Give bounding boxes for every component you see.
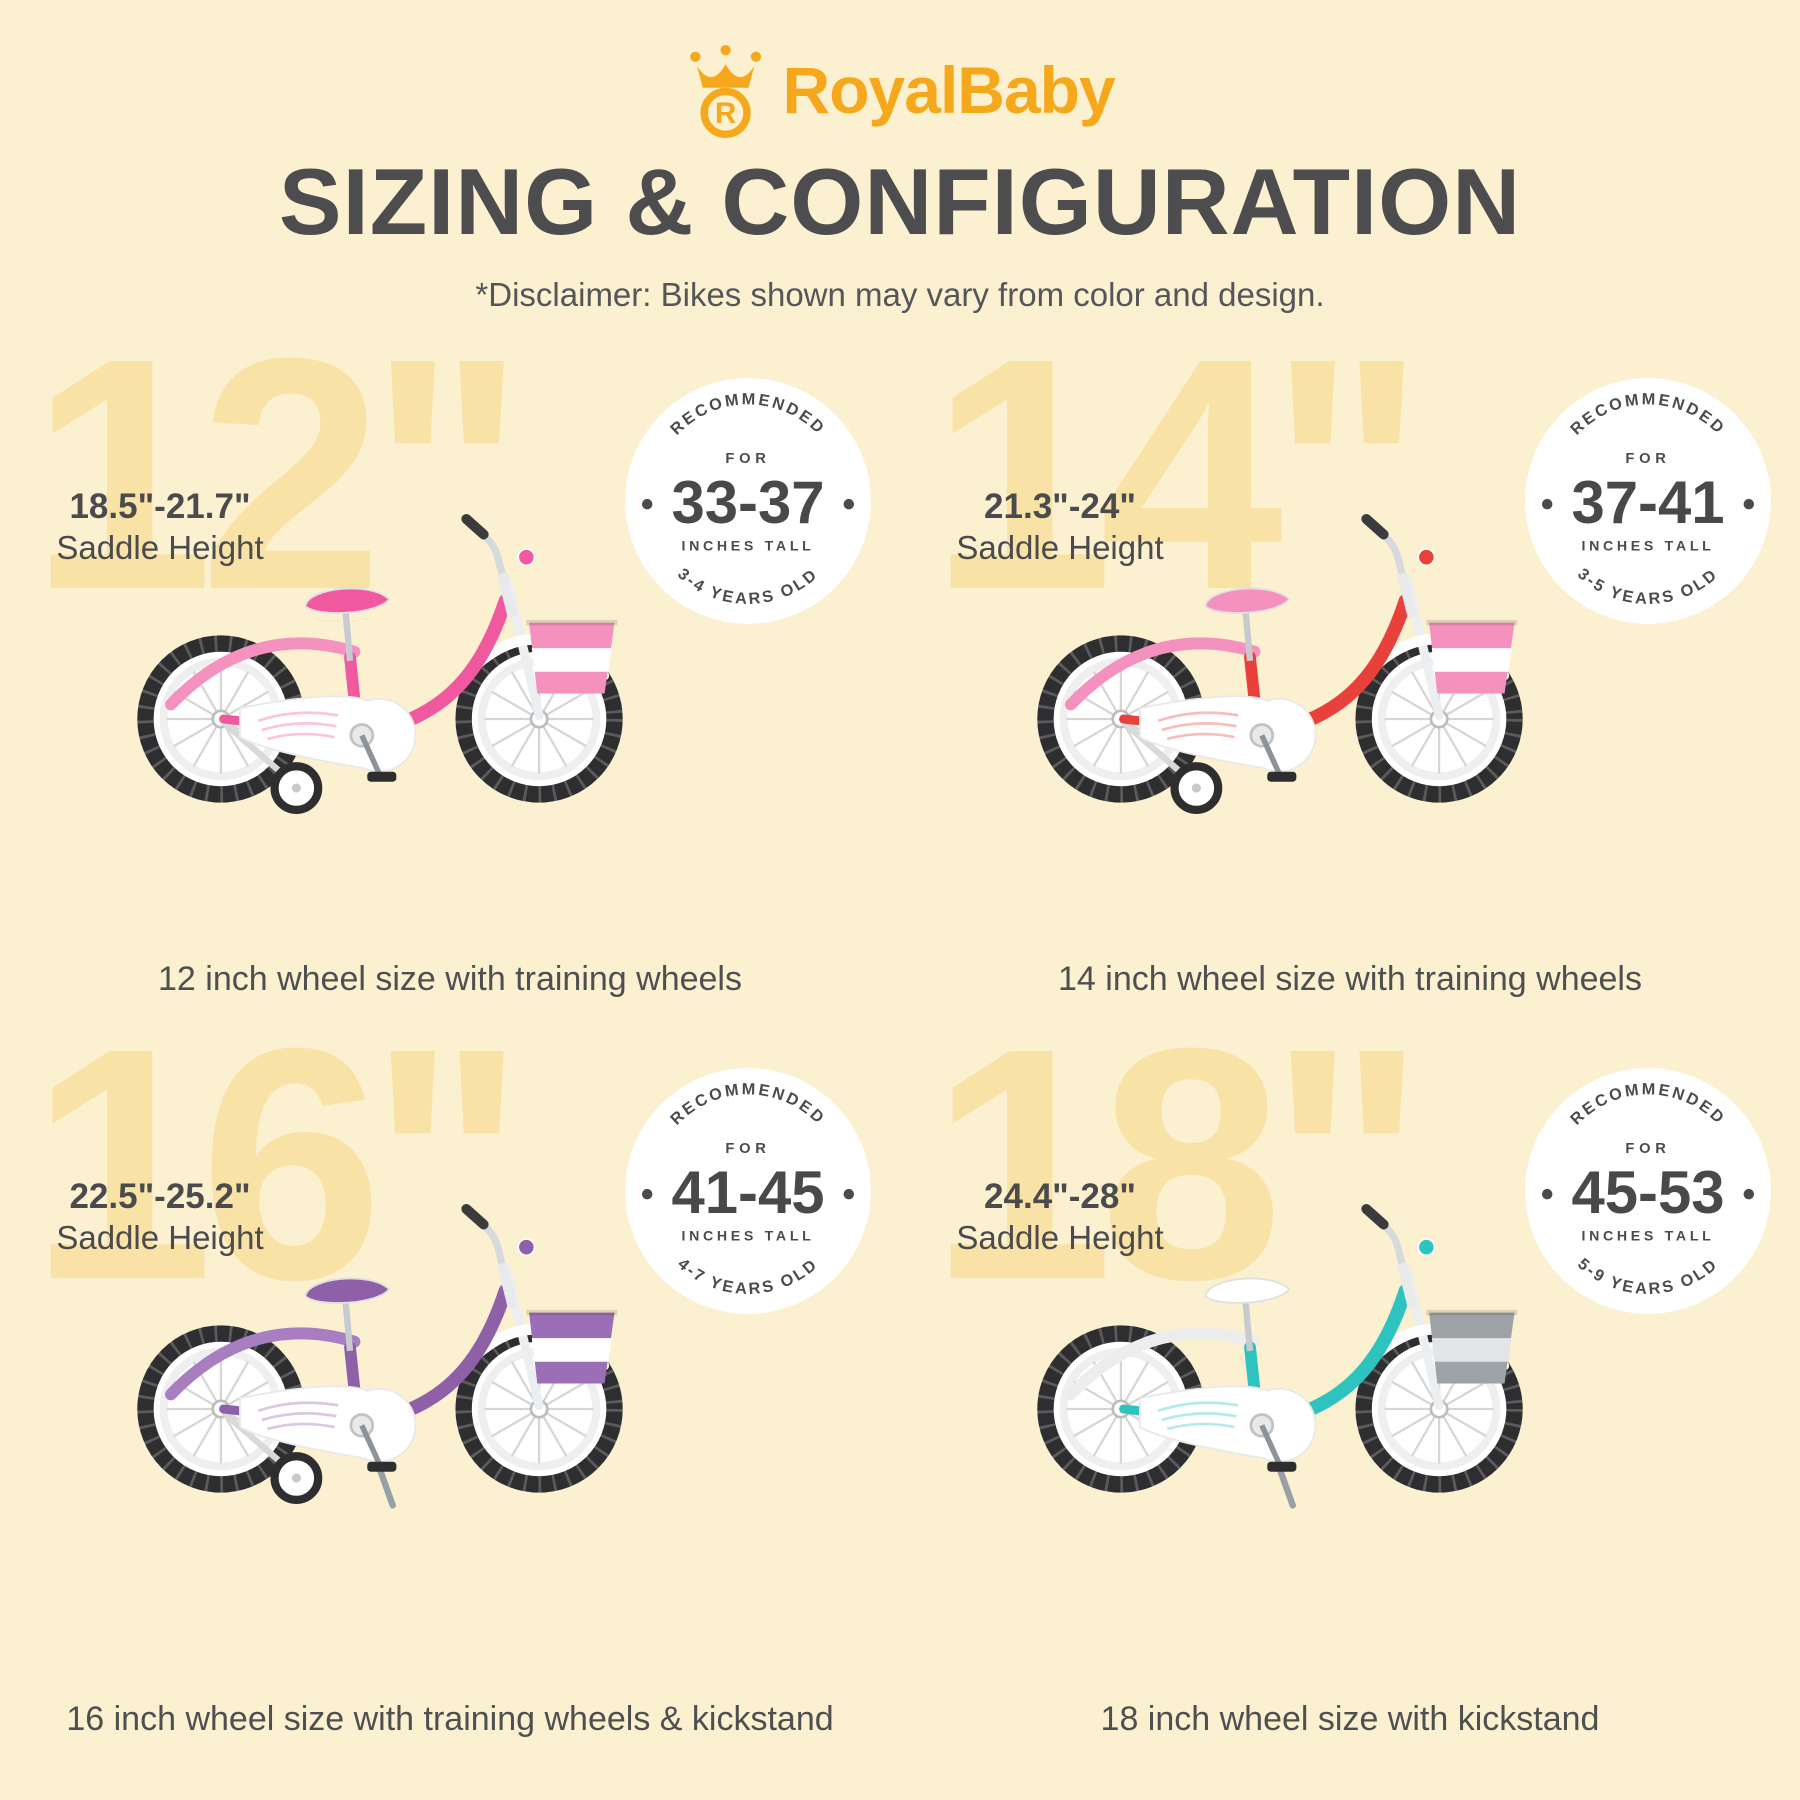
bike-image-14: [980, 419, 1580, 846]
saddle-height-label: Saddle Height: [956, 1219, 1164, 1256]
saddle-height-block: 24.4"-28" Saddle Height: [930, 1177, 1190, 1257]
bike-illustration-icon: [80, 419, 680, 846]
brand-name: RoyalBaby: [782, 53, 1116, 127]
watermark-size-14: 14": [930, 289, 1426, 658]
svg-text:FOR: FOR: [725, 451, 770, 467]
panel-16-inch: 16" 22.5"-25.2" Saddle Height RECOMMENDE…: [0, 999, 900, 1789]
bike-image-12: [80, 419, 680, 846]
badge-dot-right: [1743, 498, 1755, 510]
badge-dot-right: [843, 1188, 855, 1200]
svg-text:45-53: 45-53: [1571, 1159, 1724, 1226]
badge-dot-left: [1541, 498, 1553, 510]
wheel-caption: 18 inch wheel size with kickstand: [1100, 1700, 1600, 1738]
bike-image-16: [80, 1109, 680, 1536]
wheel-caption: 14 inch wheel size with training wheels: [1058, 960, 1642, 998]
watermark-size-18: 18": [930, 979, 1426, 1348]
wheel-caption: 16 inch wheel size with training wheels …: [66, 1700, 834, 1738]
saddle-height-block: 21.3"-24" Saddle Height: [930, 487, 1190, 567]
svg-text:37-41: 37-41: [1571, 469, 1724, 536]
wheel-caption: 12 inch wheel size with training wheels: [158, 960, 742, 998]
saddle-height-block: 18.5"-21.7" Saddle Height: [30, 487, 290, 567]
saddle-height-block: 22.5"-25.2" Saddle Height: [30, 1177, 290, 1257]
bike-image-18: [980, 1109, 1580, 1536]
saddle-height-range: 21.3"-24": [984, 487, 1136, 526]
brand: R RoyalBaby: [0, 42, 1800, 138]
saddle-height-label: Saddle Height: [56, 529, 264, 566]
disclaimer-text: *Disclaimer: Bikes shown may vary from c…: [475, 276, 1325, 313]
saddle-height-label: Saddle Height: [956, 529, 1164, 566]
svg-text:INCHES TALL: INCHES TALL: [1582, 538, 1715, 554]
svg-text:FOR: FOR: [725, 1141, 770, 1157]
svg-text:41-45: 41-45: [671, 1159, 824, 1226]
saddle-height-range: 18.5"-21.7": [69, 487, 251, 526]
recommendation-badge: RECOMMENDED FOR 33-37 INCHES TALL 3-4 YE…: [625, 378, 871, 624]
badge-dot-left: [1541, 1188, 1553, 1200]
page-title: SIZING & CONFIGURATION: [278, 149, 1522, 254]
recommendation-badge: RECOMMENDED FOR 45-53 INCHES TALL 5-9 YE…: [1525, 1068, 1771, 1314]
bike-illustration-icon: [80, 1109, 680, 1536]
watermark-size-12: 12": [30, 289, 526, 658]
svg-text:INCHES TALL: INCHES TALL: [682, 1228, 815, 1244]
watermark-size-16: 16": [30, 979, 526, 1348]
header: R RoyalBaby SIZING & CONFIGURATION *Disc…: [0, 0, 1800, 314]
size-grid: 12" 18.5"-21.7" Saddle Height RECOMMENDE…: [0, 309, 1800, 1789]
badge-dot-left: [641, 1188, 653, 1200]
badge-dot-right: [843, 498, 855, 510]
svg-text:INCHES TALL: INCHES TALL: [1582, 1228, 1715, 1244]
panel-14-inch: 14" 21.3"-24" Saddle Height RECOMMENDED …: [900, 309, 1800, 1049]
svg-text:FOR: FOR: [1625, 1141, 1670, 1157]
svg-text:INCHES TALL: INCHES TALL: [682, 538, 815, 554]
bike-illustration-icon: [980, 1109, 1580, 1536]
saddle-height-range: 24.4"-28": [984, 1177, 1136, 1216]
svg-text:R: R: [715, 97, 736, 130]
svg-text:33-37: 33-37: [671, 469, 824, 536]
bike-illustration-icon: [980, 419, 1580, 846]
recommendation-badge: RECOMMENDED FOR 41-45 INCHES TALL 4-7 YE…: [625, 1068, 871, 1314]
svg-text:FOR: FOR: [1625, 451, 1670, 467]
badge-dot-right: [1743, 1188, 1755, 1200]
royalbaby-logo-icon: R: [690, 44, 762, 138]
saddle-height-label: Saddle Height: [56, 1219, 264, 1256]
badge-dot-left: [641, 498, 653, 510]
recommendation-badge: RECOMMENDED FOR 37-41 INCHES TALL 3-5 YE…: [1525, 378, 1771, 624]
saddle-height-range: 22.5"-25.2": [69, 1177, 251, 1216]
panel-18-inch: 18" 24.4"-28" Saddle Height RECOMMENDED …: [900, 999, 1800, 1789]
panel-12-inch: 12" 18.5"-21.7" Saddle Height RECOMMENDE…: [0, 309, 900, 1049]
